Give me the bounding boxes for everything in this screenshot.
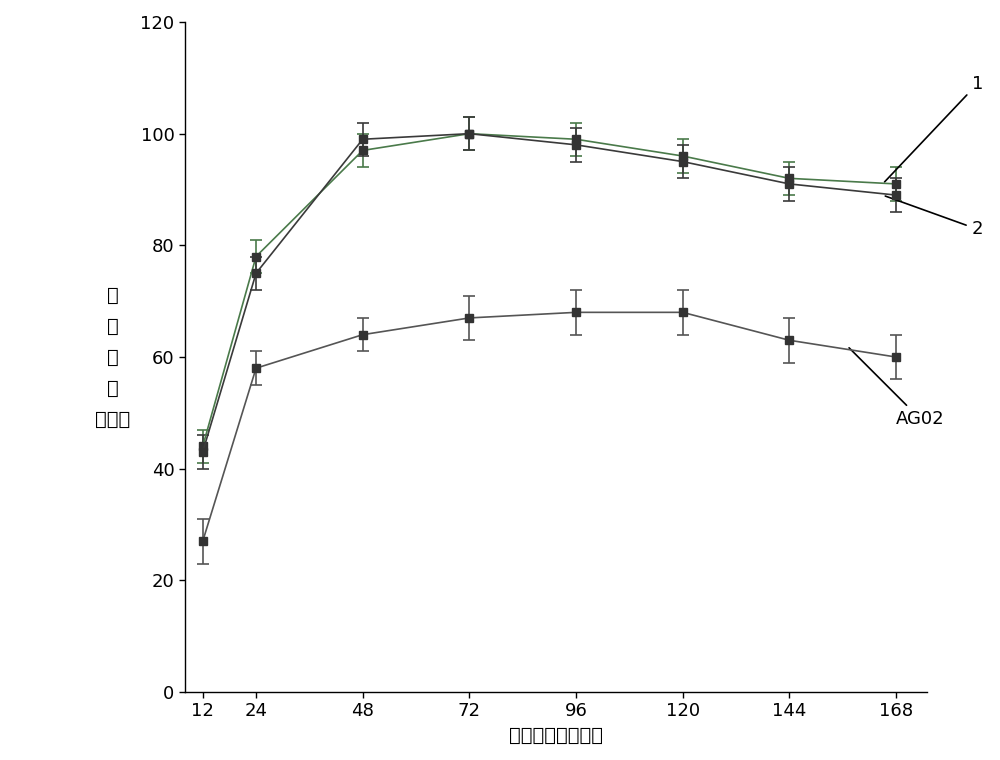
Text: 2: 2 xyxy=(885,196,983,238)
X-axis label: 发酵时间（小时）: 发酵时间（小时） xyxy=(509,726,603,745)
Text: AG02: AG02 xyxy=(849,348,945,428)
Text: 1: 1 xyxy=(885,75,983,182)
Y-axis label: 相
对
酶
活
（％）: 相 对 酶 活 （％） xyxy=(95,286,130,429)
